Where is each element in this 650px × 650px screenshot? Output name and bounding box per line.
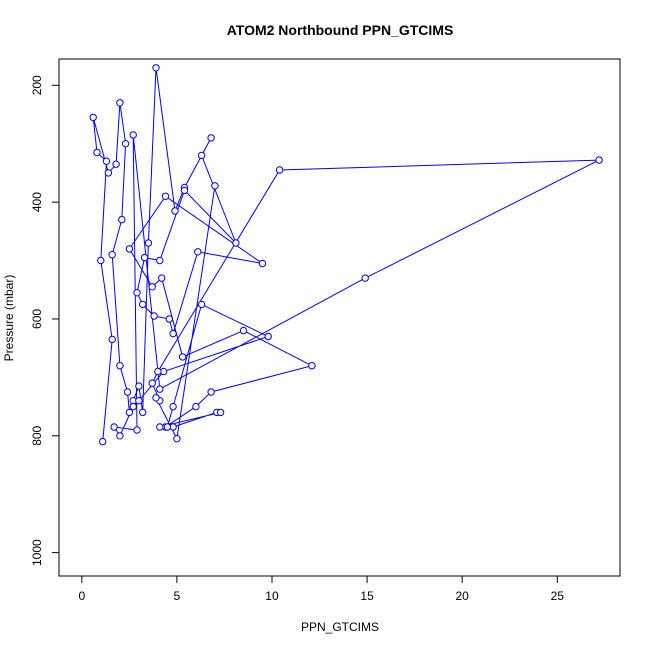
y-tick-label: 800 (30, 425, 44, 445)
data-point (135, 382, 143, 390)
plot-frame (58, 58, 621, 577)
data-point (108, 251, 116, 259)
data-point (156, 385, 164, 393)
data-point (129, 402, 137, 411)
data-point (197, 151, 206, 160)
data-point (308, 362, 316, 370)
data-point (232, 239, 240, 247)
data-point (139, 300, 147, 309)
x-axis-label: PPN_GTCIMS (301, 620, 379, 634)
data-point (129, 131, 137, 139)
data-point (116, 432, 124, 440)
data-point (211, 182, 219, 190)
data-point (169, 329, 177, 338)
data-point (165, 315, 174, 323)
data-point (173, 435, 181, 443)
data-point (275, 166, 284, 174)
x-tick-label: 15 (360, 589, 374, 603)
data-point (112, 160, 120, 168)
x-tick-label: 10 (265, 589, 279, 603)
data-point (194, 248, 202, 256)
data-point (180, 186, 189, 195)
y-tick-label: 600 (30, 309, 44, 329)
data-point (207, 134, 215, 142)
data-point (216, 408, 225, 417)
data-point (258, 259, 267, 268)
data-point (139, 408, 147, 417)
chart-title: ATOM2 Northbound PPN_GTCIMS (227, 22, 454, 38)
data-point (97, 256, 105, 265)
data-point (178, 353, 187, 361)
series-line (92, 67, 600, 442)
data-point (148, 379, 156, 387)
data-point (125, 408, 134, 417)
data-point (239, 326, 248, 335)
data-point (161, 192, 170, 201)
data-point (169, 402, 177, 411)
x-axis: 0 5 10 15 20 25 (78, 575, 565, 603)
data-point (108, 335, 116, 344)
data-point (99, 437, 107, 446)
x-tick-label: 20 (455, 589, 469, 603)
data-point (118, 215, 126, 224)
data-point (595, 156, 603, 164)
data-point (148, 283, 156, 291)
y-tick-label: 200 (30, 75, 44, 95)
data-point (121, 140, 130, 148)
data-point (144, 239, 153, 247)
data-point (156, 256, 164, 265)
data-point (163, 423, 172, 431)
data-point (110, 423, 118, 431)
data-point (154, 367, 162, 376)
y-tick-label: 1000 (30, 539, 44, 566)
data-point (133, 426, 141, 434)
data-point (152, 394, 160, 402)
data-point (150, 312, 158, 320)
series-layer (89, 64, 603, 446)
y-tick-label: 400 (30, 192, 44, 212)
y-axis-label: Pressure (mbar) (2, 275, 16, 362)
data-point (89, 113, 97, 122)
data-point (207, 388, 215, 396)
data-point (133, 289, 141, 297)
x-tick-label: 25 (551, 589, 565, 603)
data-point (104, 169, 113, 177)
data-point (102, 157, 111, 165)
x-tick-label: 5 (174, 589, 181, 603)
data-point (192, 402, 200, 411)
data-point (135, 397, 143, 405)
data-point (171, 207, 179, 215)
y-axis: 200 400 600 800 1000 (30, 75, 60, 566)
data-point (158, 274, 166, 282)
data-point (156, 423, 164, 431)
data-point (152, 64, 160, 72)
data-point (264, 332, 272, 341)
data-point (116, 362, 124, 370)
data-point (125, 245, 134, 253)
data-point (361, 274, 369, 282)
x-tick-label: 0 (78, 589, 85, 603)
data-point (140, 253, 149, 262)
data-point (116, 99, 124, 107)
data-point (93, 148, 101, 157)
data-point (197, 300, 206, 309)
data-point (123, 388, 132, 396)
